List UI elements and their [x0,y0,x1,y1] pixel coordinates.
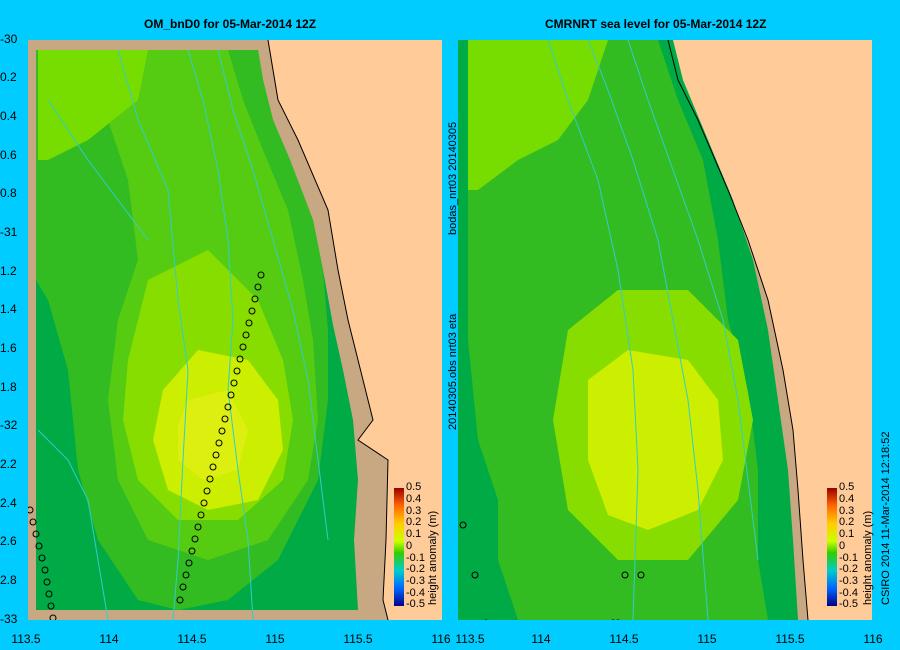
colorbar-tick: -0.4 [406,587,425,599]
colorbar-tick: 0 [839,540,846,552]
right-field-peak [588,350,723,530]
y-tick: 0.2 [0,70,17,84]
y-tick: 0.6 [0,148,17,162]
colorbar-tick: 0.5 [406,481,422,493]
y-tick: 2.6 [0,534,17,548]
y-tick: 2.4 [0,496,17,510]
y-tick: 1.6 [0,341,17,355]
x-tick: 114 [99,632,119,646]
colorbar-tick: 0.2 [406,516,422,528]
right-coastline [667,40,809,620]
colorbar-tick: -0.3 [839,575,858,587]
left-coastline [267,40,389,620]
y-tick: -33 [0,612,18,626]
x-tick: 115 [265,632,285,646]
y-tick: 2.8 [0,573,17,587]
left-colorbar [394,488,404,606]
y-tick: 1.4 [0,302,17,316]
x-tick: 114.5 [177,632,207,646]
colorbar-tick: 0 [406,540,413,552]
left-panel-title: OM_bnD0 for 05-Mar-2014 12Z [144,17,317,31]
colorbar-tick: 0.3 [839,505,855,517]
colorbar-tick: -0.1 [839,552,858,564]
colorbar-tick: -0.5 [839,598,858,610]
colorbar-tick: 0.3 [406,505,422,517]
y-tick: 1.8 [0,380,17,394]
colorbar-tick: -0.1 [406,552,425,564]
left-colorbar-label: height anomaly (m) [427,510,439,605]
colorbar-tick: 0.2 [839,516,855,528]
x-tick: 115.5 [775,632,805,646]
x-tick: 114.5 [609,632,639,646]
y-tick: 1.2 [0,264,17,278]
colorbar-tick: 0.1 [839,528,855,540]
y-tick: -30 [0,32,18,46]
left-track [28,271,265,620]
x-tick: 115 [697,632,717,646]
y-tick: -31 [0,225,18,239]
x-tick: 116 [431,632,451,646]
y-tick: 0.4 [0,109,17,123]
run-label-bottom: 20140305.obs nrt03 eta [447,313,459,430]
x-tick: 114 [531,632,551,646]
x-tick: 115.5 [343,632,373,646]
y-tick: 0.8 [0,186,17,200]
x-tick: 113.5 [455,632,485,646]
right-panel-title: CMRNRT sea level for 05-Mar-2014 12Z [545,17,767,31]
right-field-light [468,40,608,190]
right-map [458,40,872,620]
right-markers [459,521,645,620]
right-colorbar [827,488,837,606]
colorbar-tick: -0.5 [406,598,425,610]
colorbar-tick: -0.4 [839,587,858,599]
colorbar-tick: 0.1 [406,528,422,540]
colorbar-tick: 0.5 [839,481,855,493]
left-field-light [38,50,148,160]
colorbar-tick: 0.4 [839,493,855,505]
colorbar-tick: -0.2 [406,563,425,575]
x-tick: 116 [863,632,883,646]
y-tick: 2.2 [0,457,17,471]
x-tick: 113.5 [11,632,41,646]
right-colorbar-label: height anomaly (m) [862,510,874,605]
colorbar-tick: -0.2 [839,563,858,575]
run-label-top: bodas_nrt03 20140305 [447,121,459,235]
y-tick: -32 [0,418,18,432]
colorbar-tick: -0.3 [406,575,425,587]
left-map [28,40,442,620]
colorbar-tick: 0.4 [406,493,422,505]
copyright-label: CSIRO 2014 11-Mar-2014 12:18:52 [880,431,892,605]
